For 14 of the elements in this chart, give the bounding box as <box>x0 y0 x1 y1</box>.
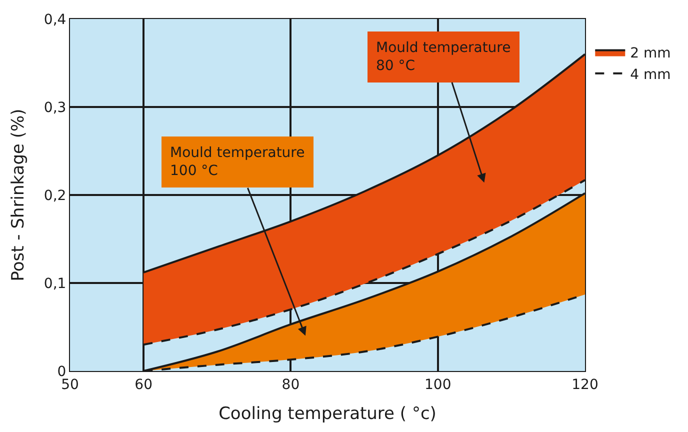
y-tick-label: 0,3 <box>44 100 66 116</box>
x-tick-label: 60 <box>134 376 152 393</box>
annotation: Mould temperature 100 °C <box>170 145 305 180</box>
y-tick-label: 0,2 <box>44 188 66 204</box>
y-tick-label: 0,4 <box>44 12 66 28</box>
legend-label: 4 mm <box>630 66 671 83</box>
x-tick-label: 80 <box>282 376 300 393</box>
y-tick-label: 0,1 <box>44 276 66 292</box>
legend-label: 2 mm <box>630 46 671 62</box>
x-tick-label: 100 <box>424 376 452 393</box>
y-axis-title: Post - Shrinkage (%) <box>8 108 28 282</box>
x-tick-label: 120 <box>572 376 598 393</box>
x-axis-title: Cooling temperature ( °c) <box>218 404 436 424</box>
annotation: Mould temperature 80 °C <box>376 40 511 74</box>
